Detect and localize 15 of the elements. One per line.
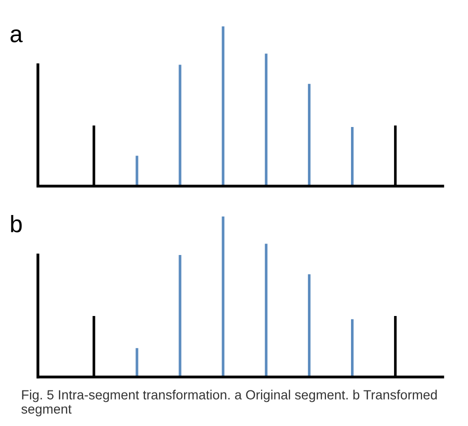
bar [222,26,224,186]
bar [222,216,224,378]
bar [136,156,138,186]
caption: Fig. 5 Intra-segment transformation. a Original segment. b Transformed segment [21,390,437,416]
bar [264,54,268,186]
bar [308,84,311,186]
bar [308,274,311,378]
bar [178,64,182,186]
bar [178,254,182,378]
bar [264,244,268,378]
chart-title: a [10,29,23,42]
bar [351,127,354,186]
bar [136,348,138,378]
bar [351,319,354,378]
chart-title: b [11,215,22,232]
